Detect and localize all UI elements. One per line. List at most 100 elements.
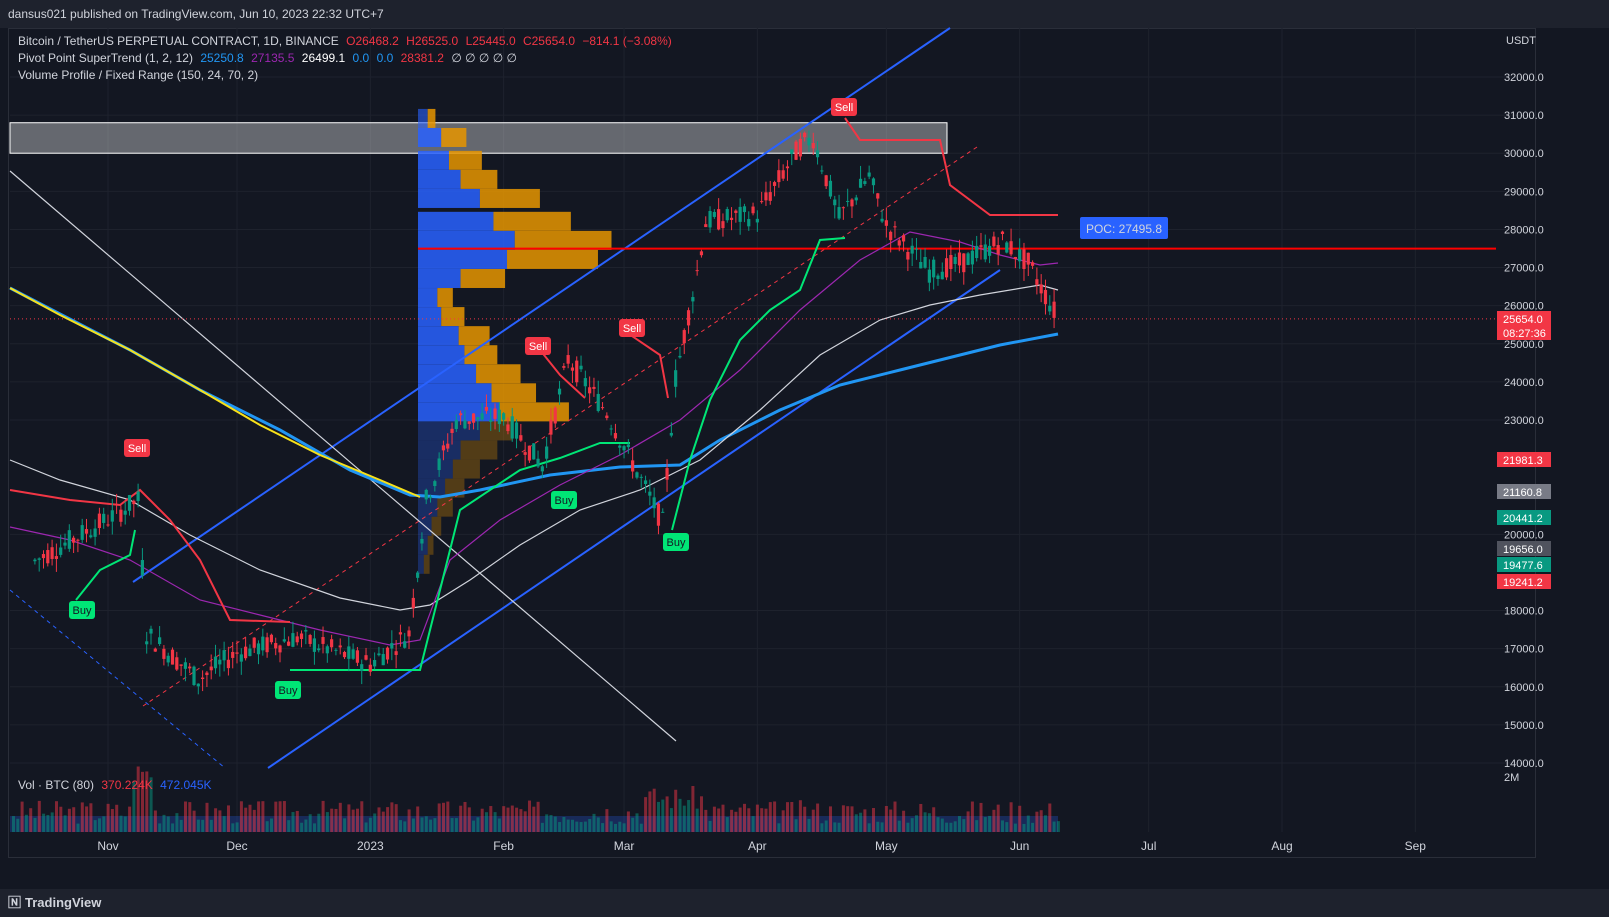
supertrend-value-5: 0.0 <box>376 51 394 65</box>
volume-bar <box>876 821 880 832</box>
volume-profile-legend[interactable]: Volume Profile / Fixed Range (150, 24, 7… <box>18 67 258 83</box>
volume-bar <box>218 810 222 832</box>
volume-bar <box>472 820 476 832</box>
volume-bar <box>631 817 635 832</box>
tradingview-logo[interactable]: 🄽 TradingView <box>8 889 101 917</box>
supertrend-value-3: 26499.1 <box>301 51 346 65</box>
candle-body <box>489 419 493 422</box>
volume-bar <box>872 808 875 832</box>
volume-bar <box>93 820 97 832</box>
price-tick-label: 24000.0 <box>1504 377 1544 389</box>
candle-body <box>295 636 299 643</box>
volume-bar <box>192 810 196 832</box>
candle-body <box>953 256 957 264</box>
volume-bar <box>166 816 170 832</box>
volume-bar <box>519 809 523 832</box>
candle-body <box>863 181 867 184</box>
candle-body <box>506 424 510 432</box>
volume-bar <box>102 816 106 832</box>
price-tick-label: 26000.0 <box>1504 301 1544 313</box>
volume-profile-down-bar <box>458 326 490 346</box>
volume-profile-down-bar <box>427 535 434 555</box>
volume-bar <box>67 808 71 832</box>
volume-bar <box>506 807 510 832</box>
candle-body <box>248 648 252 657</box>
volume-profile-up-bar <box>418 249 508 269</box>
volume-bar <box>820 823 824 832</box>
volume-bar <box>493 812 497 832</box>
volume-bar <box>485 812 488 832</box>
price-badge-text: 19477.6 <box>1503 560 1543 572</box>
candle-body <box>54 556 58 559</box>
volume-profile-down-bar <box>476 364 521 384</box>
candle-body <box>299 633 304 639</box>
volume-bar <box>50 812 54 832</box>
volume-legend[interactable]: Vol · BTC (80) 370.224K 472.045K <box>18 777 212 793</box>
candle-body <box>678 355 682 358</box>
volume-bar <box>110 809 114 832</box>
volume-bar <box>588 818 592 832</box>
volume-bar <box>1052 821 1056 832</box>
buy-signal-label: Buy <box>69 601 95 619</box>
candle-body <box>927 269 931 283</box>
volume-bar <box>37 800 41 832</box>
candle-body <box>231 651 235 658</box>
candle-body <box>497 409 501 425</box>
price-scale-currency: USDT <box>1506 35 1536 47</box>
supertrend-legend[interactable]: Pivot Point SuperTrend (1, 2, 12) 25250.… <box>18 50 517 66</box>
volume-bar <box>996 804 1000 832</box>
buy-signal-text: Buy <box>555 495 574 507</box>
buy-signal-box <box>663 533 689 551</box>
candle-body <box>661 511 665 513</box>
candle-body <box>712 211 716 217</box>
volume-bar <box>411 818 415 832</box>
candle-body <box>557 388 562 395</box>
ohlc-low: L25445.0 <box>465 34 516 48</box>
candle-body <box>957 252 962 266</box>
candle-body <box>80 525 84 540</box>
candle-body <box>932 259 936 278</box>
volume-bar <box>257 801 261 832</box>
candle-body <box>132 500 136 505</box>
volume-bar <box>962 819 966 832</box>
candle-body <box>493 408 497 419</box>
candle-body <box>540 466 544 472</box>
candle-body <box>798 138 802 157</box>
candle-body <box>699 251 704 256</box>
candle-body <box>411 597 415 609</box>
candle-body <box>364 655 368 660</box>
volume-profile-down-bar <box>423 554 430 574</box>
candle-body <box>532 443 536 460</box>
volume-bar <box>1056 821 1060 832</box>
volume-bar <box>12 816 15 832</box>
volume-bar <box>454 818 458 832</box>
candle-body <box>1035 279 1039 285</box>
candle-body <box>102 513 106 523</box>
candle-body <box>304 630 308 632</box>
volume-bar <box>579 822 583 832</box>
volume-bar <box>308 814 312 832</box>
candle-body <box>1005 242 1009 253</box>
buy-signal-text: Buy <box>279 685 298 697</box>
candle-body <box>871 178 876 186</box>
candle-body <box>252 637 256 648</box>
candle-body <box>600 407 605 409</box>
buy-signal-box <box>275 681 301 699</box>
volume-bar <box>1013 823 1017 832</box>
candle-body <box>1026 252 1030 265</box>
volume-bar <box>798 800 802 832</box>
volume-bar <box>902 810 906 832</box>
volume-bar <box>85 806 89 832</box>
volume-bar <box>145 771 149 832</box>
volume-name: Vol · BTC (80) <box>18 778 95 792</box>
symbol-legend[interactable]: Bitcoin / TetherUS PERPETUAL CONTRACT, 1… <box>18 33 672 49</box>
chart-pane[interactable] <box>8 28 1536 858</box>
volume-bar <box>1031 822 1035 832</box>
sell-signal-label: Sell <box>619 319 645 337</box>
volume-bar <box>497 818 501 832</box>
candle-body <box>373 660 377 667</box>
candle-body <box>893 226 897 228</box>
candle-body <box>239 654 243 662</box>
candle-body <box>979 245 983 247</box>
